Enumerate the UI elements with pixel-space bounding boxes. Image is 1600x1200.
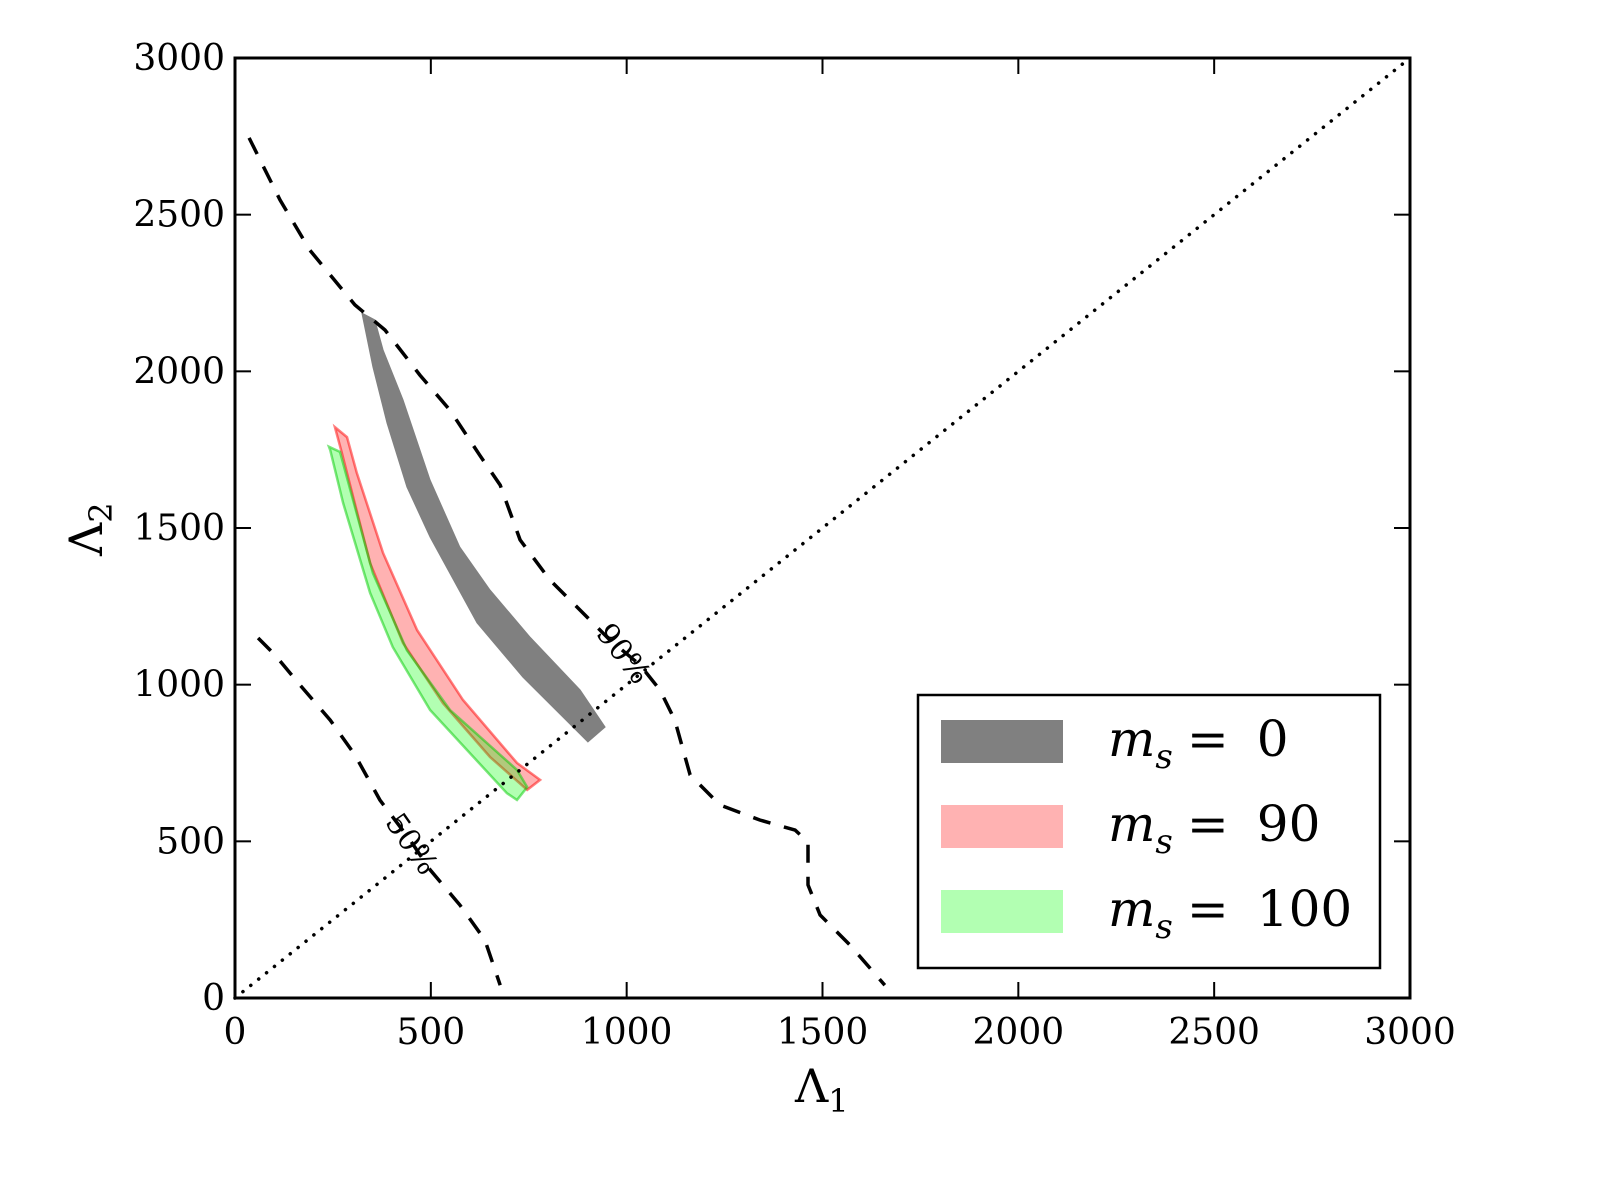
band-1 xyxy=(332,423,543,792)
bands xyxy=(326,312,606,802)
band-2 xyxy=(326,444,529,802)
x-tick-label: 500 xyxy=(396,1012,465,1053)
legend-label-0: ms = 0 xyxy=(1108,710,1289,777)
x-tick-label: 3000 xyxy=(1364,1012,1456,1053)
legend-swatch-2 xyxy=(941,890,1063,933)
y-tick-label: 2000 xyxy=(133,351,225,392)
y-tick-label: 2500 xyxy=(133,195,225,236)
diagonal-line xyxy=(233,56,1412,1000)
y-tick-label: 1000 xyxy=(133,665,225,706)
contours: 90%50% xyxy=(247,137,887,987)
legend-swatch-1 xyxy=(941,805,1063,848)
legend-label-1: ms = 90 xyxy=(1108,795,1320,862)
legend: ms = 0 ms = 90 ms = 100 xyxy=(916,693,1382,970)
x-axis-label: Λ1 xyxy=(794,1059,849,1120)
contour-line-0 xyxy=(247,137,887,987)
x-tick-label: 2500 xyxy=(1168,1012,1260,1053)
band-0 xyxy=(361,312,606,743)
x-tick-label: 2000 xyxy=(973,1012,1065,1053)
y-tick-label: 500 xyxy=(156,821,225,862)
x-tick-label: 1000 xyxy=(581,1012,673,1053)
x-tick-label: 0 xyxy=(224,1012,247,1053)
y-tick-label: 1500 xyxy=(133,508,225,549)
ticks: 0 500 1000 1500 2000 2500 3000 0 500 1000 1500 2000… xyxy=(133,38,1455,1053)
y-axis-label: Λ2 xyxy=(59,502,120,557)
contour-label: 50% xyxy=(378,807,445,882)
y-tick-label: 3000 xyxy=(133,38,225,79)
contour-line-1 xyxy=(256,636,502,986)
x-tick-label: 1500 xyxy=(777,1012,869,1053)
legend-swatch-0 xyxy=(941,720,1063,763)
legend-label-2: ms = 100 xyxy=(1108,880,1352,947)
y-tick-label: 0 xyxy=(202,978,225,1019)
